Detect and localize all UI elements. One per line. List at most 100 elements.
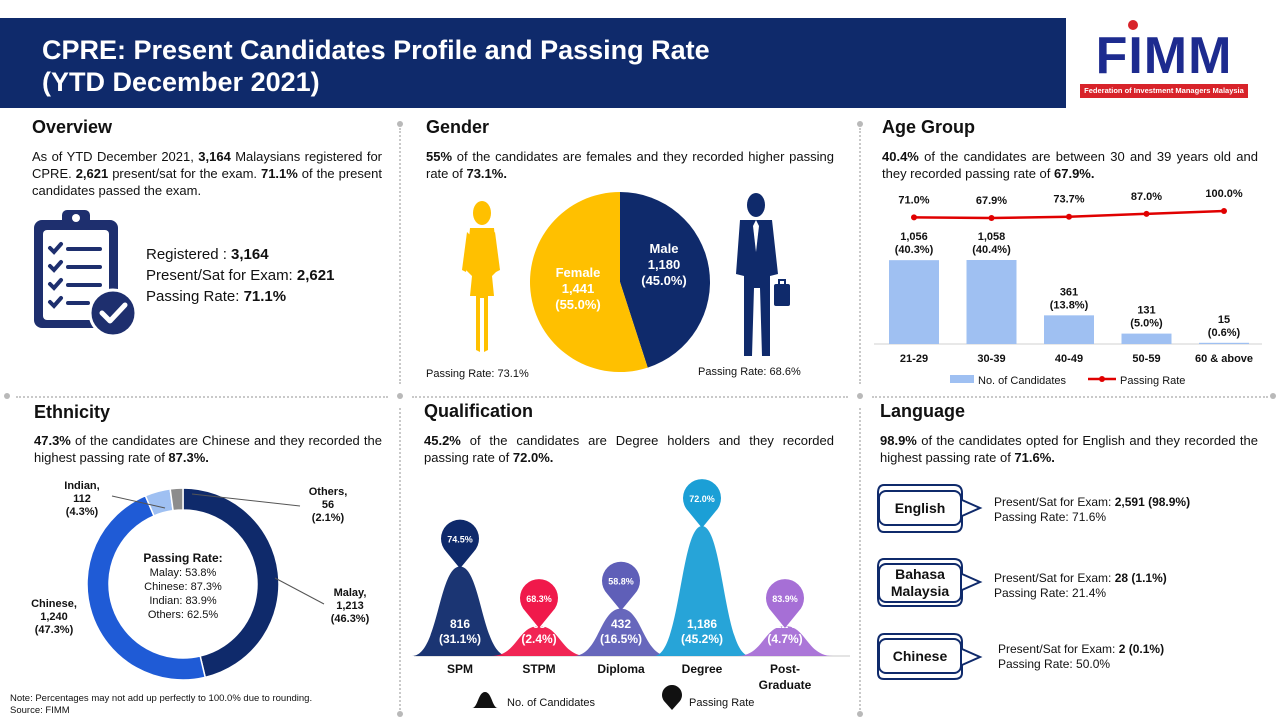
legend-count-label: No. of Candidates [507,697,596,709]
divider-horizontal-left [16,396,388,398]
female-figure-icon [462,201,500,352]
footer-note: Note: Percentages may not add up perfect… [10,693,312,717]
language-chinese-box: Chinese [878,638,962,674]
overview-title: Overview [32,117,113,137]
language-title: Language [880,401,966,421]
value-others: 56 [322,499,334,511]
stat-present: Present/Sat for Exam: 2,621 [146,267,335,284]
pie-slice-male [620,192,710,368]
bar-value-label: 131 [1137,305,1155,317]
label-chinese: Chinese, [31,598,77,610]
divider-dot [857,393,863,399]
pie-value-male: 1,180 [648,257,681,272]
rate-pin [683,479,721,528]
label-others: Others, [309,486,348,498]
bar-percent-label: (40.4%) [972,244,1011,256]
page-title: CPRE: Present Candidates Profile and Pas… [42,34,710,98]
legend-count-icon [472,692,498,708]
legend-rate-label: Passing Rate [689,697,754,709]
label-malay: Malay, [334,587,367,599]
peak-spm [412,566,508,656]
rate-label: 87.0% [1131,191,1162,203]
legend-bar-swatch [950,375,974,383]
peak-stpm [491,626,587,656]
peak-percent-label: (16.5%) [600,632,642,646]
label-indian: Indian, [64,480,99,492]
ethnicity-donut-chart: Passing Rate: Malay: 53.8% Chinese: 87.3% I… [31,480,370,681]
x-tick-label: 50-59 [1132,353,1160,365]
divider-horizontal-mid [412,396,848,398]
divider-horizontal-right [872,396,1268,398]
peak-value-label: 432 [611,617,631,631]
bar-percent-label: (5.0%) [1130,318,1163,330]
divider-vertical-right-top [859,128,861,384]
rate-point [1221,208,1227,214]
center-line: Chinese: 87.3% [144,581,222,593]
value-malay: 1,213 [336,600,364,612]
category-label: Graduate [759,678,812,692]
rate-point [1143,210,1150,217]
bar-value-label: 1,056 [900,231,928,243]
divider-vertical-right-bottom [859,408,861,714]
category-label: SPM [447,662,473,676]
pie-percent-male: (45.0%) [641,273,687,288]
rate-pin [766,579,804,628]
bar-percent-label: (0.6%) [1208,327,1241,339]
bar-percent-label: (13.8%) [1050,299,1089,311]
rate-label: 71.0% [898,194,929,206]
rate-point [1066,213,1072,220]
percent-chinese: (47.3%) [35,624,74,636]
qualification-chart: 816(31.1%)74.5%SPM63(2.4%)68.3%STPM432(1… [412,479,850,710]
center-line: Others: 62.5% [148,609,219,621]
percent-others: (2.1%) [312,512,345,524]
rate-pin-label: 74.5% [447,535,473,545]
male-figure-icon [736,193,790,356]
divider-dot [1270,393,1276,399]
legend-line-label: Passing Rate [1120,375,1185,387]
overview-text: As of YTD December 2021, 3,164 Malaysian… [32,149,383,198]
leader-malay [274,577,325,605]
rate-pin-label: 58.8% [608,577,634,587]
title-line-2: (YTD December 2021) [42,67,320,97]
category-label: Post- [770,662,800,676]
english-stats: Present/Sat for Exam: 2,591 (98.9%) Pass… [994,495,1191,524]
center-title: Passing Rate: [143,551,222,565]
gender-text: 55% of the candidates are females and th… [426,149,834,181]
peak-percent-label: (4.7%) [767,632,802,646]
bar-50-59 [1121,333,1172,344]
divider-vertical-left-top [399,128,401,384]
x-tick-label: 30-39 [977,353,1005,365]
percent-malay: (46.3%) [331,613,370,625]
category-label: STPM [522,662,555,676]
qualification-title: Qualification [424,401,534,421]
rate-pin [441,519,479,569]
fimm-logo: FIMM Federation of Investment Managers M… [1080,20,1248,102]
donut-slice-others [169,487,184,512]
logo-dot [1128,20,1138,30]
note-text: Note: Percentages may not add up perfect… [10,693,313,704]
x-tick-label: 21-29 [900,353,928,365]
rate-label: 73.7% [1053,194,1084,206]
divider-dot [857,121,863,127]
value-chinese: 1,240 [40,611,68,623]
x-tick-label: 40-49 [1055,353,1083,365]
rate-point [911,214,917,221]
qualification-text: 45.2% of the candidates are Degree holde… [424,433,834,465]
bar-percent-label: (40.3%) [895,244,934,256]
bar-value-label: 15 [1218,314,1230,326]
leader-others [191,493,301,507]
male-passing-rate: Passing Rate: 68.6% [698,366,801,378]
pie-slice-female [530,192,648,372]
legend-bar-label: No. of Candidates [978,375,1067,387]
percent-indian: (4.3%) [66,506,99,518]
gender-title: Gender [426,117,490,137]
pie-label-female: Female [556,265,601,280]
peak-percent-label: (31.1%) [439,632,481,646]
divider-dot [857,711,863,717]
peak-value-label: 1,186 [687,617,717,631]
category-label: Degree [682,662,723,676]
overview-stats: Registered : 3,164 Present/Sat for Exam:… [146,244,334,307]
divider-dot [4,393,10,399]
divider-dot [397,393,403,399]
